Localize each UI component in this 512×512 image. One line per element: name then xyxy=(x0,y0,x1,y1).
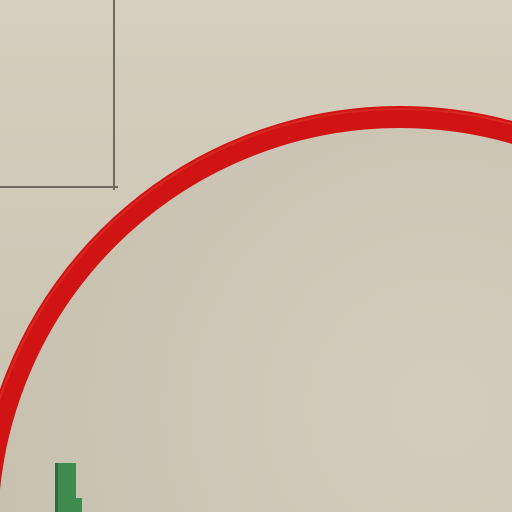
green-marker-shade xyxy=(55,463,58,512)
green-marker-foot xyxy=(55,498,82,512)
